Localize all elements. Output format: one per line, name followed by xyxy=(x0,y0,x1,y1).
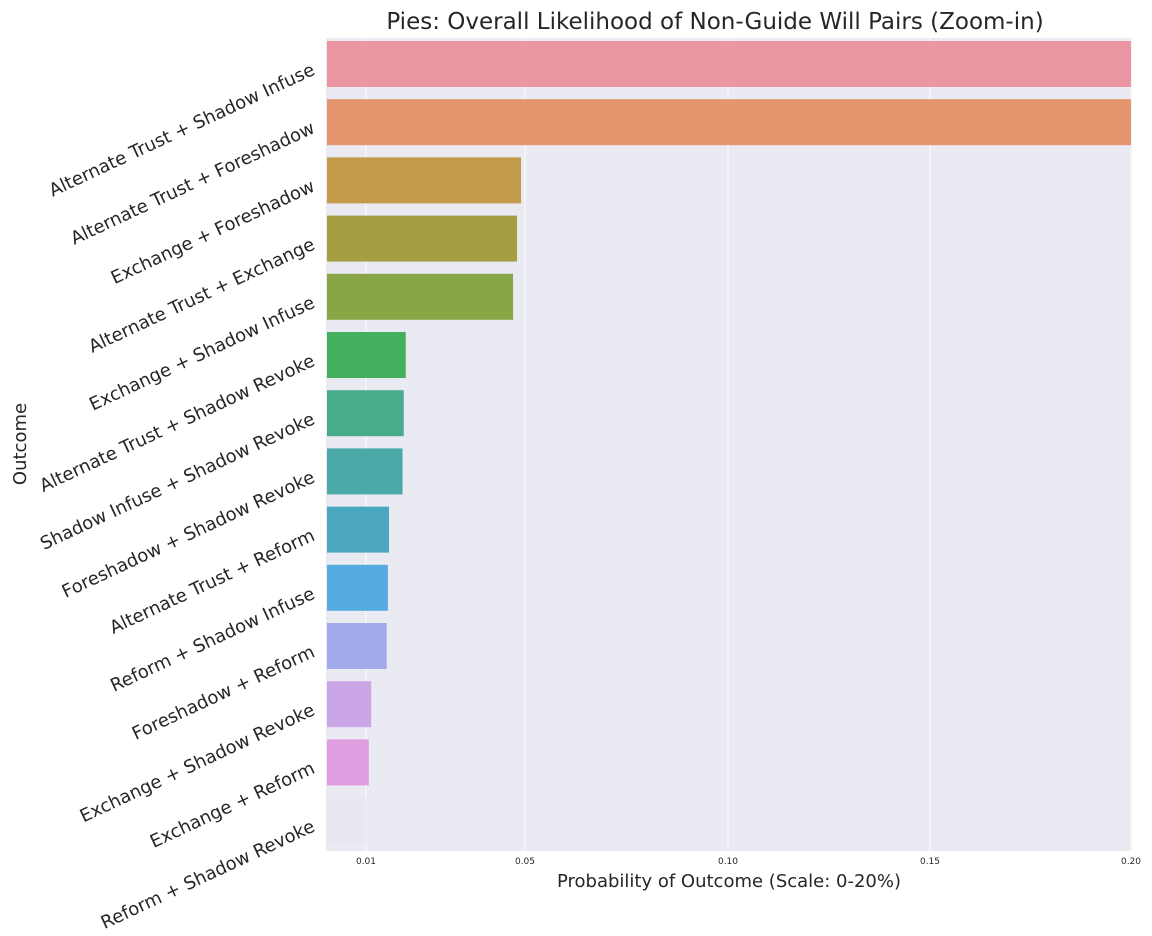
x-tick-label: 0.20 xyxy=(1121,857,1141,867)
x-tick-labels: 0.01 0.05 0.10 0.15 0.20 xyxy=(356,857,1141,867)
x-tick-label: 0.01 xyxy=(356,857,376,867)
bar xyxy=(327,739,369,786)
x-tick-label: 0.10 xyxy=(718,857,738,867)
y-tick-label: Reform + Shadow Revoke xyxy=(98,816,318,934)
y-tick-label: Alternate Trust + Exchange xyxy=(85,234,318,357)
bar xyxy=(327,448,403,495)
y-tick-label: Exchange + Shadow Revoke xyxy=(77,700,318,827)
bar xyxy=(327,273,514,320)
x-tick-label: 0.05 xyxy=(515,857,535,867)
bar xyxy=(327,797,367,844)
bar xyxy=(327,215,518,262)
bar xyxy=(327,564,388,611)
y-tick-label: Alternate Trust + Reform xyxy=(107,525,319,639)
y-tick-labels: Alternate Trust + Shadow InfuseAlternate… xyxy=(36,59,318,933)
chart-title: Pies: Overall Likelihood of Non-Guide Wi… xyxy=(386,9,1043,35)
y-tick-label: Exchange + Foreshadow xyxy=(108,176,318,289)
bar xyxy=(327,623,387,669)
x-tick-label: 0.15 xyxy=(920,857,940,867)
bar xyxy=(327,332,406,378)
y-tick-label: Reform + Shadow Infuse xyxy=(107,583,318,696)
x-axis-label: Probability of Outcome (Scale: 0-20%) xyxy=(557,871,901,892)
bar xyxy=(327,41,1131,87)
bar xyxy=(327,390,404,437)
bar xyxy=(327,506,390,553)
bars xyxy=(327,41,1131,844)
bar xyxy=(327,157,522,204)
y-tick-label: Exchange + Shadow Infuse xyxy=(86,292,318,415)
bar xyxy=(327,99,1131,146)
bar xyxy=(327,681,372,728)
y-axis-label: Outcome xyxy=(10,403,31,485)
